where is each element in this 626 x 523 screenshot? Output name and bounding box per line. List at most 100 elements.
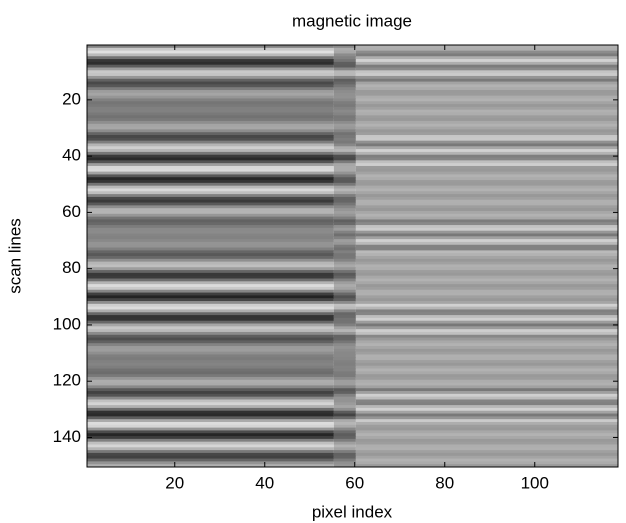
image-row [333, 354, 356, 358]
image-row [355, 351, 618, 356]
image-row [355, 236, 618, 240]
image-row [333, 464, 356, 467]
image-row [333, 199, 356, 204]
image-row [87, 137, 334, 142]
image-row [333, 267, 356, 271]
image-row [355, 180, 618, 184]
image-row [333, 154, 356, 159]
image-row [333, 365, 356, 370]
image-row [355, 441, 618, 446]
image-row [355, 120, 618, 125]
image-row [87, 180, 334, 184]
y-tick-label: 80 [62, 258, 81, 277]
image-row [87, 247, 334, 251]
image-row [333, 137, 356, 142]
image-row [333, 315, 356, 319]
image-row [333, 360, 356, 364]
image-row [87, 410, 334, 415]
image-row [333, 61, 356, 66]
image-row [355, 143, 618, 147]
image-row [87, 281, 334, 285]
image-row [87, 452, 334, 457]
image-row [355, 146, 618, 150]
image-row [355, 61, 618, 66]
image-row [87, 258, 334, 263]
image-row [87, 233, 334, 237]
image-row [87, 334, 334, 339]
image-row [355, 98, 618, 102]
image-row [333, 264, 356, 268]
image-row [87, 196, 334, 201]
image-row [333, 101, 356, 105]
image-row [355, 413, 618, 417]
image-row [333, 298, 356, 302]
image-row [87, 47, 334, 52]
image-row [87, 351, 334, 356]
image-row [87, 461, 334, 465]
image-row [87, 194, 334, 198]
image-row [87, 50, 334, 55]
y-tick-label: 100 [53, 314, 81, 333]
image-row [333, 303, 356, 308]
image-row [87, 337, 334, 341]
image-row [355, 430, 618, 434]
image-row [87, 340, 334, 344]
image-row [355, 73, 618, 77]
image-row [333, 227, 356, 232]
image-row [333, 180, 356, 184]
image-row [333, 185, 356, 190]
image-row [355, 101, 618, 105]
image-row [333, 104, 356, 108]
image-row [333, 391, 356, 395]
image-row [355, 239, 618, 243]
image-row [355, 281, 618, 285]
image-row [333, 346, 356, 350]
image-row [87, 154, 334, 159]
image-row [333, 132, 356, 136]
image-row [87, 354, 334, 358]
image-row [355, 320, 618, 325]
image-row [355, 447, 618, 451]
image-row [333, 196, 356, 201]
image-row [333, 236, 356, 240]
image-row [355, 199, 618, 204]
image-row [355, 241, 618, 246]
image-row [355, 225, 618, 229]
image-row [333, 233, 356, 237]
image-row [355, 396, 618, 401]
image-row [333, 410, 356, 415]
image-row [355, 75, 618, 80]
image-row [333, 126, 356, 130]
image-row [333, 402, 356, 406]
image-row [355, 393, 618, 398]
image-row [355, 391, 618, 395]
image-row [355, 272, 618, 277]
image-row [333, 168, 356, 173]
image-row [87, 227, 334, 232]
image-row [87, 405, 334, 409]
image-row [355, 464, 618, 467]
image-row [355, 112, 618, 116]
image-row [355, 188, 618, 192]
image-row [333, 371, 356, 375]
image-row [355, 421, 618, 426]
image-row [87, 295, 334, 299]
image-row [333, 281, 356, 285]
image-row [333, 118, 356, 122]
image-row [333, 191, 356, 195]
image-row [355, 45, 618, 49]
image-row [87, 250, 334, 254]
image-row [87, 171, 334, 176]
image-row [355, 444, 618, 448]
image-row [87, 163, 334, 167]
image-row [87, 306, 334, 311]
image-row [333, 247, 356, 251]
image-row [355, 312, 618, 316]
image-row [87, 84, 334, 88]
image-row [87, 261, 334, 266]
image-row [87, 289, 334, 294]
image-row [333, 351, 356, 356]
image-row [333, 45, 356, 49]
image-row [355, 185, 618, 190]
image-row [87, 81, 334, 85]
